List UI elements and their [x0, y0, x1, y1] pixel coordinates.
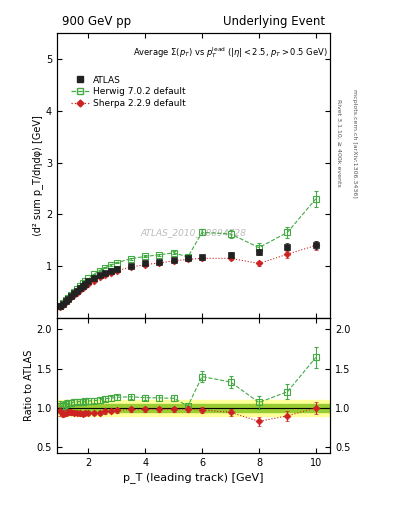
Text: Rivet 3.1.10, ≥ 400k events: Rivet 3.1.10, ≥ 400k events	[336, 99, 341, 187]
Text: 900 GeV pp: 900 GeV pp	[62, 14, 132, 28]
X-axis label: p_T (leading track) [GeV]: p_T (leading track) [GeV]	[123, 472, 264, 483]
Text: ATLAS_2010_S8894728: ATLAS_2010_S8894728	[141, 228, 246, 237]
Text: Average $\Sigma(p_T)$ vs $p_T^{\rm lead}$ ($|\eta| < 2.5$, $p_T > 0.5$ GeV): Average $\Sigma(p_T)$ vs $p_T^{\rm lead}…	[134, 45, 328, 59]
Text: mcplots.cern.ch [arXiv:1306.3436]: mcplots.cern.ch [arXiv:1306.3436]	[352, 89, 357, 198]
Y-axis label: ⟨d² sum p_T/dηdφ⟩ [GeV]: ⟨d² sum p_T/dηdφ⟩ [GeV]	[32, 115, 43, 236]
Legend: ATLAS, Herwig 7.0.2 default, Sherpa 2.2.9 default: ATLAS, Herwig 7.0.2 default, Sherpa 2.2.…	[67, 72, 189, 112]
Y-axis label: Ratio to ATLAS: Ratio to ATLAS	[24, 350, 34, 421]
Text: Underlying Event: Underlying Event	[222, 14, 325, 28]
